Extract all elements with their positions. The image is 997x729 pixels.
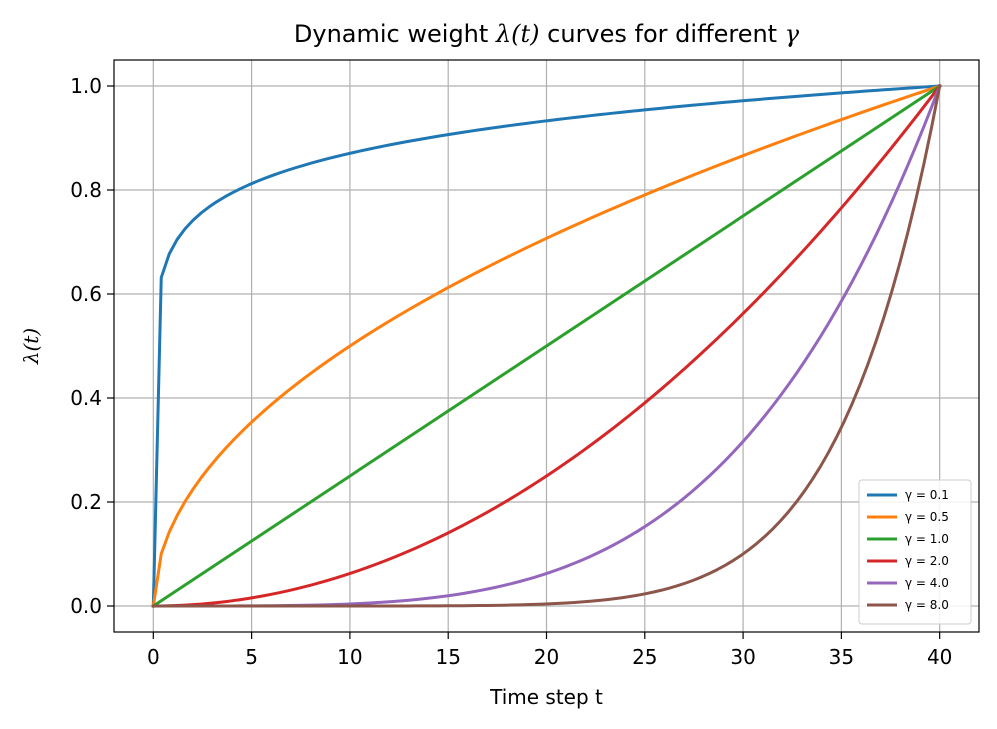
x-axis-label: Time step t <box>489 685 603 709</box>
series-lines <box>151 83 942 609</box>
y-tick-label: 0.2 <box>70 490 102 514</box>
series-line-gamma-1 <box>151 83 942 609</box>
y-axis-label: λ(t) <box>19 328 43 365</box>
legend-label: γ = 8.0 <box>905 598 949 612</box>
axis-ticks: 0 5 10 15 20 25 30 35 40 0.0 0.2 0.4 0.6 0.8 1.0 <box>70 74 952 669</box>
y-tick-label: 0.0 <box>70 594 102 618</box>
x-tick-label: 30 <box>730 645 755 669</box>
x-tick-label: 15 <box>435 645 460 669</box>
legend-label: γ = 0.1 <box>905 488 949 502</box>
legend-label: γ = 1.0 <box>905 532 949 546</box>
legend-label: γ = 2.0 <box>905 554 949 568</box>
x-tick-label: 35 <box>829 645 854 669</box>
y-tick-label: 1.0 <box>70 74 102 98</box>
y-tick-label: 0.4 <box>70 386 102 410</box>
y-tick-label: 0.6 <box>70 282 102 306</box>
x-tick-label: 40 <box>927 645 952 669</box>
x-tick-label: 20 <box>534 645 559 669</box>
x-tick-label: 25 <box>632 645 657 669</box>
series-line-gamma-2 <box>151 83 942 608</box>
legend-label: γ = 4.0 <box>905 576 949 590</box>
y-tick-label: 0.8 <box>70 178 102 202</box>
chart-title: Dynamic weight λ(t) curves for different… <box>294 20 800 48</box>
series-line-gamma-8 <box>151 84 942 608</box>
legend-label: γ = 0.5 <box>905 510 949 524</box>
x-tick-label: 5 <box>245 645 258 669</box>
x-tick-label: 10 <box>337 645 362 669</box>
series-line-gamma-0.5 <box>151 84 942 608</box>
x-tick-label: 0 <box>147 645 160 669</box>
series-line-gamma-0.1 <box>151 84 942 608</box>
legend: γ = 0.1 γ = 0.5 γ = 1.0 γ = 2.0 γ = 4.0 γ = 8… <box>858 479 972 625</box>
